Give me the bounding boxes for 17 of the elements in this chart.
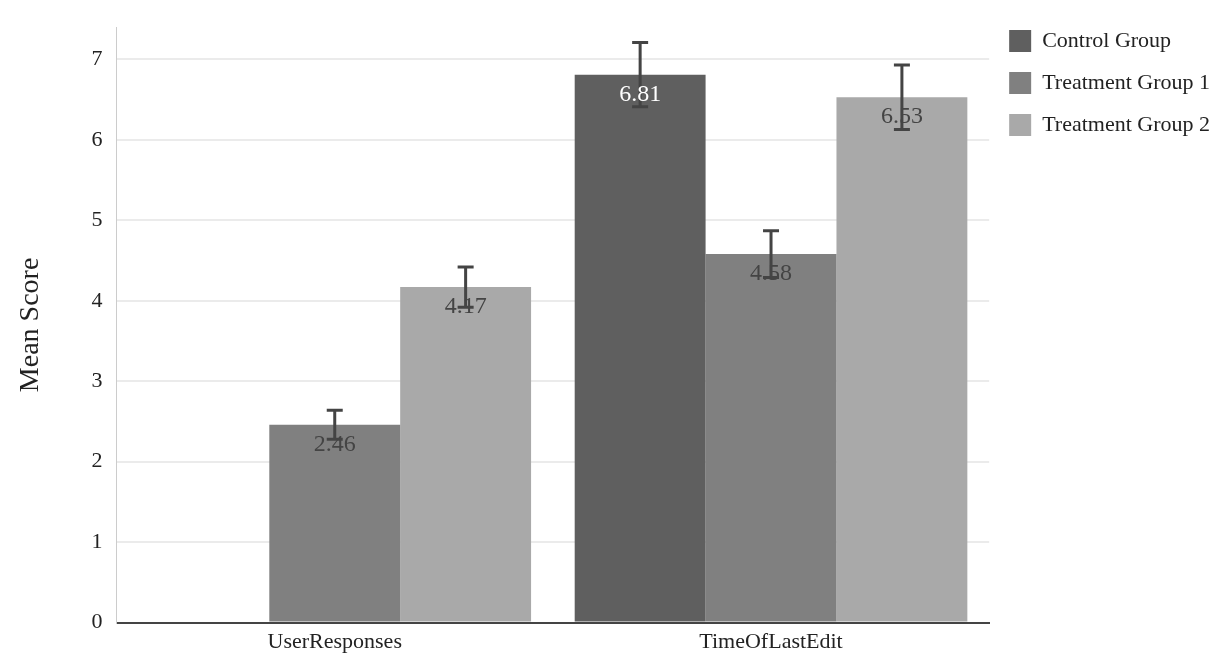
y-tick-label: 3 bbox=[91, 367, 103, 392]
y-tick-label: 5 bbox=[91, 206, 103, 232]
legend-label: Control Group bbox=[1042, 26, 1172, 52]
y-axis-title: Mean Score bbox=[13, 257, 45, 393]
x-tick-label: TimeOfLastEdit bbox=[699, 627, 843, 653]
legend-label: Treatment Group 1 bbox=[1042, 68, 1211, 94]
y-tick-label: 7 bbox=[91, 45, 103, 71]
x-tick-label: UserResponses bbox=[267, 627, 402, 653]
data-label: 6.81 bbox=[619, 79, 662, 106]
data-label: 2.46 bbox=[313, 429, 356, 456]
y-tick-label: 1 bbox=[91, 527, 103, 553]
y-tick-label: 4 bbox=[91, 286, 103, 312]
y-tick-label: 2 bbox=[91, 447, 103, 473]
y-tick-label: 0 bbox=[91, 608, 103, 634]
y-tick-label: 6 bbox=[91, 125, 103, 151]
legend-label: Treatment Group 2 bbox=[1042, 110, 1211, 136]
data-label: 4.17 bbox=[444, 292, 487, 319]
